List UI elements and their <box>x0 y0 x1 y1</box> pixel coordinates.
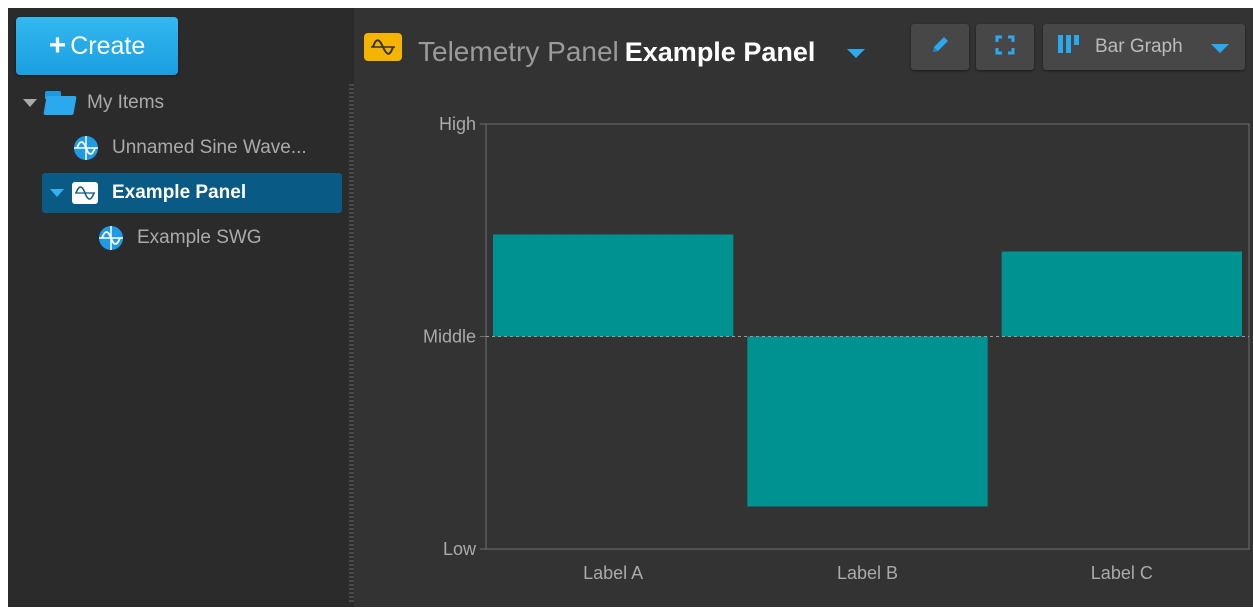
sine-wave-icon <box>99 226 123 250</box>
telemetry-panel-icon <box>364 33 402 61</box>
tree-item-label: Example Panel <box>112 182 247 203</box>
pane-splitter-handle[interactable] <box>349 84 354 604</box>
bar-graph-icon <box>1057 33 1083 61</box>
tree-item-example-panel[interactable]: Example Panel <box>42 173 342 213</box>
bar-graph-view: High Middle Low Label A Label B Label C <box>354 84 1253 607</box>
tree-item-unnamed-sine-wave[interactable]: Unnamed Sine Wave... <box>74 128 307 168</box>
chevron-down-icon <box>1211 44 1229 53</box>
y-tick-label: High <box>439 114 476 134</box>
y-tick-label: Middle <box>423 327 476 347</box>
y-tick-label: Low <box>443 539 477 559</box>
object-type-label: Telemetry Panel <box>418 36 619 67</box>
view-switcher-label: Bar Graph <box>1095 36 1183 57</box>
sidebar: + Create My Items Unnamed Sine Wave... <box>8 8 354 607</box>
create-button-label: Create <box>70 31 146 60</box>
pencil-icon <box>929 34 951 61</box>
tree-item-label: My Items <box>87 92 165 113</box>
bar-label-a <box>493 234 734 337</box>
fullscreen-button[interactable] <box>976 24 1034 70</box>
x-tick-label: Label A <box>583 563 643 583</box>
chevron-down-icon[interactable] <box>847 49 865 58</box>
tree-item-label: Unnamed Sine Wave... <box>112 137 307 158</box>
view-switcher-button[interactable]: Bar Graph <box>1043 24 1245 70</box>
object-header: Telemetry Panel Example Panel <box>418 36 815 68</box>
edit-button[interactable] <box>911 24 969 70</box>
fullscreen-icon <box>994 34 1016 61</box>
create-button[interactable]: + Create <box>16 17 178 75</box>
plus-icon: + <box>48 29 67 62</box>
tree-item-my-items[interactable]: My Items <box>23 83 164 123</box>
object-name[interactable]: Example Panel <box>624 37 816 67</box>
bar-label-b <box>747 336 988 507</box>
tree-item-example-swg[interactable]: Example SWG <box>99 218 262 258</box>
x-tick-label: Label B <box>837 563 898 583</box>
bar-chart: High Middle Low Label A Label B Label C <box>423 114 1250 583</box>
x-tick-label: Label C <box>1091 563 1153 583</box>
expand-caret-icon[interactable] <box>23 99 37 107</box>
app-window: + Create My Items Unnamed Sine Wave... <box>8 8 1253 607</box>
expand-caret-icon[interactable] <box>50 189 64 197</box>
sine-wave-icon <box>74 136 98 160</box>
bar-label-c <box>1001 251 1242 337</box>
telemetry-panel-icon <box>72 182 98 204</box>
tree-item-label: Example SWG <box>137 227 262 248</box>
folder-icon <box>43 91 77 115</box>
